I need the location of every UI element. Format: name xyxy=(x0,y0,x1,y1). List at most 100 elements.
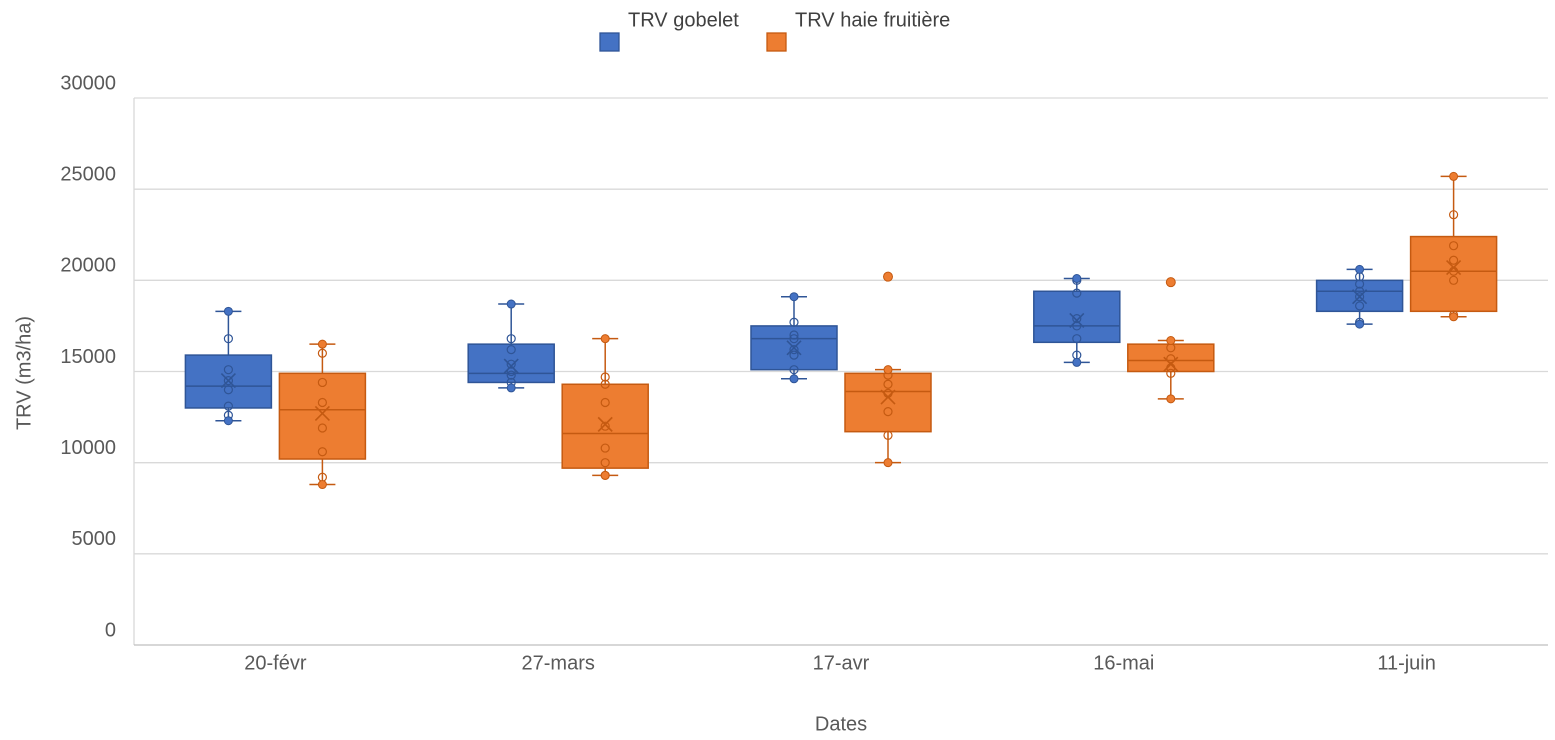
box xyxy=(1033,290,1121,344)
y-tick-label: 15000 xyxy=(60,346,116,368)
box-group xyxy=(467,299,555,393)
data-point xyxy=(789,345,799,355)
legend-swatch xyxy=(766,32,787,52)
box-group xyxy=(184,306,273,426)
mean-marker xyxy=(1069,312,1085,329)
max-point xyxy=(506,299,516,309)
outlier-point xyxy=(1165,277,1176,288)
min-point xyxy=(883,458,893,468)
data-point xyxy=(506,370,516,380)
data-point xyxy=(883,430,893,440)
min-point xyxy=(1355,319,1365,329)
max-point xyxy=(1355,264,1365,274)
mean-marker xyxy=(314,405,330,422)
data-point xyxy=(223,401,233,411)
box xyxy=(467,343,555,384)
max-point xyxy=(789,292,799,302)
y-tick-label: 20000 xyxy=(60,255,116,277)
data-point xyxy=(1166,354,1176,364)
max-point xyxy=(1072,274,1082,284)
data-point xyxy=(223,385,233,395)
box xyxy=(1127,343,1215,373)
data-point xyxy=(1448,210,1459,220)
data-point xyxy=(600,458,610,468)
x-tick-label: 20-févr xyxy=(244,652,307,674)
data-point xyxy=(1448,275,1459,285)
data-point xyxy=(317,447,327,457)
data-point xyxy=(600,397,610,408)
min-point xyxy=(506,383,516,393)
box-group xyxy=(1409,171,1498,322)
min-point xyxy=(600,470,610,480)
x-tick-label: 27-mars xyxy=(522,652,595,674)
max-point xyxy=(1166,336,1176,346)
legend-label: TRV haie fruitière xyxy=(795,9,950,31)
mean-marker xyxy=(1352,289,1368,305)
data-point xyxy=(789,365,799,375)
data-point xyxy=(883,407,893,417)
data-point xyxy=(223,376,233,386)
data-point xyxy=(1072,321,1082,331)
data-point xyxy=(1354,286,1365,296)
data-point xyxy=(883,379,893,389)
data-point xyxy=(600,443,610,453)
data-point xyxy=(600,379,610,389)
gridlines xyxy=(134,97,1548,555)
data-point xyxy=(1354,292,1365,302)
data-point xyxy=(506,359,516,369)
box xyxy=(844,372,932,433)
box xyxy=(561,383,649,469)
data-point xyxy=(1072,314,1082,324)
mean-marker xyxy=(880,389,896,405)
min-point xyxy=(1072,357,1082,367)
data-point xyxy=(317,423,327,433)
mean-marker xyxy=(220,373,236,389)
mean-marker xyxy=(503,358,519,374)
data-point xyxy=(1166,368,1176,378)
y-tick-label: 25000 xyxy=(60,163,116,185)
x-tick-label: 16-mai xyxy=(1093,652,1154,674)
y-tick-label: 5000 xyxy=(72,528,117,550)
mean-marker xyxy=(597,416,613,432)
min-point xyxy=(789,374,799,384)
data-point xyxy=(317,377,327,388)
data-point xyxy=(317,397,327,408)
data-point xyxy=(789,350,799,360)
max-point xyxy=(883,365,893,375)
box xyxy=(1409,235,1498,313)
data-point xyxy=(1072,334,1082,344)
y-tick-label: 0 xyxy=(105,619,116,641)
min-point xyxy=(1166,394,1176,404)
x-axis-tick-labels: 20-févr 27-mars 17-avr 16-mai 11-juin xyxy=(244,652,1436,674)
outlier-point xyxy=(883,271,893,282)
box-group xyxy=(561,334,649,481)
box xyxy=(278,372,367,460)
y-axis-tick-labels: 0 5000 10000 15000 20000 25000 30000 xyxy=(60,72,116,641)
mean-marker xyxy=(1163,356,1179,372)
x-axis-title: Dates xyxy=(815,713,867,735)
box-group xyxy=(278,339,367,490)
data-point xyxy=(506,366,516,377)
legend-label: TRV gobelet xyxy=(628,9,739,31)
box-group xyxy=(1315,264,1404,329)
max-point xyxy=(1449,171,1459,181)
data-point xyxy=(317,348,327,358)
data-point xyxy=(789,317,799,327)
legend: TRV gobelet TRV haie fruitière xyxy=(599,9,950,52)
min-point xyxy=(317,480,327,490)
max-point xyxy=(600,334,610,344)
series-gobelet xyxy=(184,264,1404,426)
data-point xyxy=(600,421,610,431)
data-point xyxy=(1448,255,1459,265)
data-point xyxy=(1354,279,1365,289)
box-group xyxy=(750,292,838,384)
data-point xyxy=(600,372,610,382)
x-tick-label: 11-juin xyxy=(1377,652,1436,674)
data-point xyxy=(1448,241,1459,251)
data-point xyxy=(1354,301,1365,311)
max-point xyxy=(223,306,233,316)
y-tick-label: 30000 xyxy=(60,72,116,94)
legend-swatch xyxy=(599,32,620,52)
